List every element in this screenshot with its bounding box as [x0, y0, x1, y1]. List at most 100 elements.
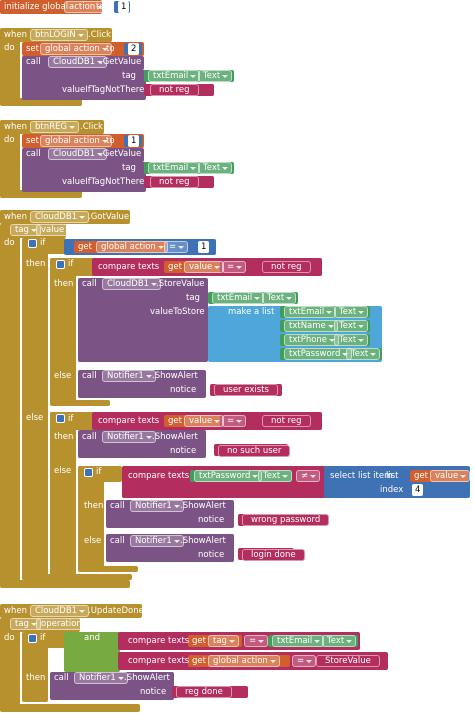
text-field[interactable]: not reg	[150, 176, 199, 188]
block-label: to	[106, 136, 115, 146]
block	[22, 70, 146, 100]
dropdown-field[interactable]: CloudDB1	[48, 56, 108, 68]
dropdown-field[interactable]: =	[164, 241, 189, 253]
dropdown-field[interactable]: Notifier1	[102, 370, 156, 382]
dropdown-field[interactable]: Text	[262, 292, 297, 304]
dropdown-field[interactable]: txtEmail	[272, 635, 325, 647]
dropdown-field[interactable]: tag	[10, 618, 41, 630]
number-field[interactable]: 1	[198, 241, 210, 253]
dropdown-field[interactable]: txtEmail	[148, 162, 201, 174]
dropdown-field[interactable]: txtEmail	[212, 292, 265, 304]
dropdown-field[interactable]: txtName	[284, 320, 338, 332]
mutator-icon[interactable]	[56, 260, 65, 269]
dropdown-field[interactable]: tag	[208, 635, 239, 647]
dropdown-field[interactable]: txtEmail	[284, 306, 337, 318]
dropdown-field[interactable]: operation	[36, 618, 94, 630]
dropdown-field[interactable]: value	[184, 415, 225, 427]
block-label: call	[26, 57, 41, 67]
dropdown-field[interactable]: CloudDB1	[48, 148, 108, 160]
dropdown-field[interactable]: value	[430, 470, 471, 482]
dropdown-field[interactable]: value	[184, 261, 225, 273]
block	[164, 261, 220, 273]
dropdown-field[interactable]: tag	[10, 224, 41, 236]
dropdown-field[interactable]: CloudDB1	[30, 605, 90, 617]
dropdown-field[interactable]: Text	[322, 635, 357, 647]
dropdown-field[interactable]: Text	[334, 306, 369, 318]
dropdown-field[interactable]: txtPassword	[194, 470, 263, 482]
block	[0, 580, 130, 588]
dropdown-field[interactable]: CloudDB1	[30, 211, 90, 223]
block	[0, 618, 20, 710]
number-field[interactable]: 4	[412, 484, 424, 496]
block-label: get	[168, 416, 182, 426]
text-field[interactable]: not reg	[262, 415, 311, 427]
dropdown-field[interactable]: global action	[96, 241, 168, 253]
block-label: .ShowAlert	[180, 536, 226, 546]
text-field[interactable]: not reg	[150, 84, 199, 96]
dropdown-field[interactable]: =	[244, 635, 269, 647]
block	[410, 470, 468, 482]
dropdown-field[interactable]: global action	[40, 43, 112, 55]
dropdown-field[interactable]: Text	[334, 320, 369, 332]
dropdown-field[interactable]: Text	[346, 348, 381, 360]
block-label: notice	[198, 550, 225, 560]
dropdown-field[interactable]: txtPassword	[284, 348, 353, 360]
block	[0, 28, 112, 42]
text-field[interactable]: login done	[242, 549, 305, 561]
block-label: tag	[122, 71, 136, 81]
block-label: tag	[186, 293, 200, 303]
dropdown-field[interactable]: Notifier1	[130, 535, 184, 547]
dropdown-field[interactable]: Text	[198, 70, 233, 82]
text-field[interactable]: wrong password	[242, 514, 330, 526]
block-label: .Click	[80, 122, 103, 132]
dropdown-field[interactable]: Notifier1	[130, 500, 184, 512]
number-field[interactable]: 2	[128, 43, 140, 55]
dropdown-field[interactable]: Notifier1	[102, 431, 156, 443]
text-field[interactable]: user exists	[214, 384, 278, 396]
text-field[interactable]: StoreValue	[316, 655, 380, 667]
dropdown-field[interactable]: =	[292, 655, 317, 667]
dropdown-field[interactable]: btnLOGIN	[30, 29, 88, 41]
block	[0, 704, 140, 712]
block-label: .ShowAlert	[152, 371, 198, 381]
text-field[interactable]: reg done	[176, 686, 232, 698]
block	[0, 190, 82, 198]
mutator-icon[interactable]	[28, 239, 37, 248]
dropdown-field[interactable]: =	[222, 261, 247, 273]
dropdown-field[interactable]: Text	[258, 470, 293, 482]
number-field[interactable]: 1	[128, 135, 140, 147]
dropdown-field[interactable]: global action	[208, 655, 280, 667]
block-label: .ShowAlert	[180, 501, 226, 511]
mutator-icon[interactable]	[28, 634, 37, 643]
dropdown-field[interactable]: ≠	[296, 470, 321, 482]
block-label: .ShowAlert	[152, 432, 198, 442]
dropdown-field[interactable]: action	[64, 1, 108, 13]
dropdown-field[interactable]: txtEmail	[148, 70, 201, 82]
block-label: then	[84, 501, 104, 511]
block-label: valueToStore	[150, 307, 205, 317]
text-field[interactable]: no such user	[218, 445, 291, 457]
block-label: notice	[170, 385, 197, 395]
block-label: to	[106, 44, 115, 54]
block	[188, 655, 290, 667]
number-field[interactable]: 1	[118, 1, 130, 13]
dropdown-field[interactable]: txtPhone	[284, 334, 340, 346]
dropdown-field[interactable]: btnREG	[30, 121, 79, 133]
dropdown-field[interactable]: global action	[40, 135, 112, 147]
text-field[interactable]: not reg	[262, 261, 311, 273]
block-label: compare texts	[98, 262, 160, 272]
dropdown-field[interactable]: Text	[198, 162, 233, 174]
dropdown-field[interactable]: =	[222, 415, 247, 427]
block	[22, 42, 144, 56]
mutator-icon[interactable]	[84, 468, 93, 477]
dropdown-field[interactable]: value	[36, 224, 77, 236]
block	[78, 566, 138, 572]
mutator-icon[interactable]	[56, 414, 65, 423]
block-label: if	[68, 259, 74, 269]
dropdown-field[interactable]: Notifier1	[74, 672, 128, 684]
dropdown-field[interactable]: Text	[334, 334, 369, 346]
block	[106, 500, 234, 528]
dropdown-field[interactable]: CloudDB1	[102, 278, 162, 290]
block-label: .GotValue	[88, 212, 130, 222]
block	[64, 632, 120, 672]
